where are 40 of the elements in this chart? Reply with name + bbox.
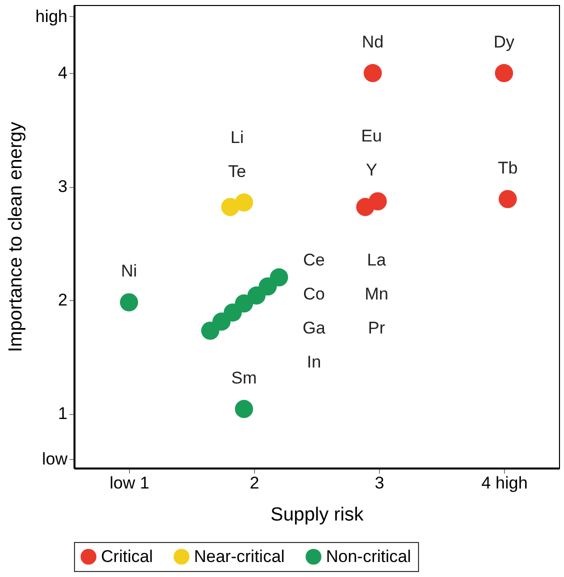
annotation: Pr <box>368 318 386 338</box>
legend-label: Critical <box>101 546 153 566</box>
x-tick-label: low 1 <box>110 474 150 492</box>
point <box>364 64 382 82</box>
annotation: La <box>367 250 386 270</box>
point <box>120 293 138 312</box>
y-axis-title: Importance to clean energy <box>5 121 26 352</box>
annotation: Ga <box>302 318 326 338</box>
y-tick-label: 2 <box>58 290 68 310</box>
point <box>234 193 254 212</box>
data-label: Ni <box>120 262 138 281</box>
point <box>498 190 517 208</box>
data-label: Li <box>230 128 244 147</box>
legend-label: Near-critical <box>194 546 285 566</box>
y-tick-label: high <box>35 6 68 26</box>
x-tick-label: 3 <box>374 474 384 492</box>
data-label: Tb <box>498 158 518 178</box>
point <box>270 268 288 286</box>
x-tick-label: 4 high <box>481 474 528 492</box>
data-label: Te <box>228 162 246 181</box>
point <box>234 400 254 418</box>
point <box>494 64 514 82</box>
y-tick-label: 1 <box>58 404 68 424</box>
y-tick-label: 3 <box>58 177 68 196</box>
annotation: Ce <box>303 250 325 270</box>
y-tick-label: low <box>42 449 68 468</box>
legend-label: Non-critical <box>326 546 412 566</box>
annotation: Mn <box>364 284 388 304</box>
data-label: Eu <box>361 126 382 146</box>
annotation: Co <box>303 284 325 304</box>
point <box>234 294 254 313</box>
point <box>368 192 387 210</box>
annotation: In <box>306 352 322 372</box>
data-label: Nd <box>362 32 384 52</box>
x-tick-label: 2 <box>250 474 260 492</box>
y-tick-label: 4 <box>58 64 68 83</box>
data-label: Sm <box>231 368 257 388</box>
data-label: Dy <box>494 32 515 52</box>
x-axis-title: Supply risk <box>270 504 364 526</box>
data-label: Y <box>366 160 378 180</box>
